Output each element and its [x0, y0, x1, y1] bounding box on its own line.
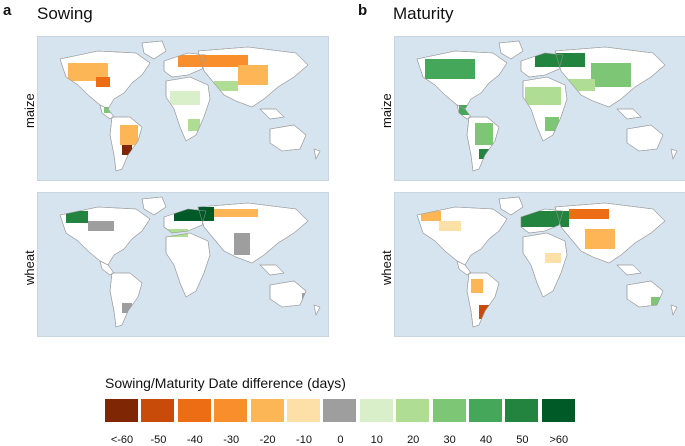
- legend-tick-label: 20: [407, 434, 420, 446]
- difference-patch: [214, 209, 258, 217]
- legend-swatch: [250, 399, 284, 422]
- world-map-maturity-wheat: [416, 196, 678, 328]
- legend-tick-label: >60: [549, 434, 569, 446]
- difference-patch: [545, 253, 561, 263]
- difference-patch: [569, 209, 609, 219]
- panel-title-maturity: Maturity: [393, 4, 454, 23]
- difference-patch: [214, 81, 238, 91]
- difference-patches: [421, 209, 663, 319]
- difference-patch: [170, 91, 200, 105]
- difference-patch: [459, 105, 469, 115]
- difference-patches: [68, 55, 268, 155]
- legend-swatch: [141, 399, 175, 422]
- legend-swatch: [396, 399, 430, 422]
- difference-patches: [425, 53, 631, 159]
- map-sowing-wheat: [37, 192, 329, 337]
- difference-patch: [425, 59, 475, 79]
- map-maturity-maize: [394, 36, 685, 181]
- difference-patch: [174, 207, 214, 221]
- legend-tick-label: 50: [516, 434, 529, 446]
- legend-tick-label: -30: [223, 434, 240, 446]
- difference-patch: [471, 279, 483, 293]
- legend-tick-label: -40: [186, 434, 203, 446]
- row-label-maize-right: maize: [379, 93, 394, 128]
- difference-patch: [234, 233, 250, 255]
- world-map-sowing-wheat: [59, 196, 321, 328]
- difference-patch: [535, 53, 585, 67]
- legend-title: Sowing/Maturity Date difference (days): [105, 375, 346, 391]
- legend-tick-label: 30: [443, 434, 456, 446]
- legend-swatch: [177, 399, 211, 422]
- difference-patch: [421, 211, 441, 221]
- difference-patch: [525, 87, 561, 105]
- difference-patch: [168, 229, 188, 237]
- map-sowing-maize: [37, 36, 329, 181]
- difference-patch: [591, 63, 631, 87]
- legend-tick-label: 0: [337, 434, 344, 446]
- legend-swatch: [469, 399, 502, 422]
- difference-patch: [479, 149, 489, 159]
- legend-tick-label: -50: [150, 434, 167, 446]
- difference-patch: [475, 123, 493, 145]
- legend-tick-label: <-60: [110, 434, 134, 446]
- difference-patch: [567, 79, 595, 91]
- legend-tick-label: 40: [479, 434, 493, 446]
- legend-swatch: [359, 399, 393, 422]
- map-maturity-wheat: [394, 192, 685, 337]
- difference-patch: [178, 55, 248, 67]
- row-label-wheat-left: wheat: [22, 250, 37, 285]
- legend-swatch: [323, 399, 357, 422]
- difference-patch: [104, 107, 112, 113]
- difference-patch: [238, 65, 268, 85]
- difference-patch: [651, 297, 663, 305]
- difference-patch: [302, 293, 312, 303]
- difference-patch: [519, 211, 569, 227]
- difference-patch: [66, 211, 88, 223]
- panel-letter-a: a: [3, 2, 12, 19]
- difference-patch: [188, 119, 200, 131]
- legend-tick-label: -20: [259, 434, 276, 446]
- difference-patch: [88, 221, 114, 231]
- legend-swatch: [541, 399, 575, 422]
- legend-tick-label: 10: [370, 434, 383, 446]
- difference-patch: [585, 229, 615, 249]
- legend-swatch: [287, 399, 320, 422]
- difference-patch: [545, 117, 559, 131]
- land: [59, 196, 321, 328]
- panel-letter-b: b: [358, 2, 368, 19]
- difference-patch: [120, 125, 138, 145]
- legend-swatch: [505, 399, 539, 422]
- legend-swatch: [432, 399, 466, 422]
- difference-patch: [479, 305, 489, 319]
- difference-patch: [122, 145, 132, 155]
- legend-swatch: [214, 399, 248, 422]
- difference-patch: [439, 221, 461, 231]
- world-map-maturity-maize: [416, 40, 678, 172]
- row-label-wheat-right: wheat: [379, 250, 394, 285]
- legend-tick-label: -10: [296, 434, 312, 446]
- world-map-sowing-maize: [59, 40, 321, 172]
- difference-patch: [68, 63, 108, 81]
- difference-patch: [96, 77, 110, 87]
- row-label-maize: maize: [22, 93, 37, 128]
- panel-title-sowing: Sowing: [37, 4, 93, 23]
- difference-patch: [122, 303, 132, 313]
- legend-swatch: [105, 399, 138, 422]
